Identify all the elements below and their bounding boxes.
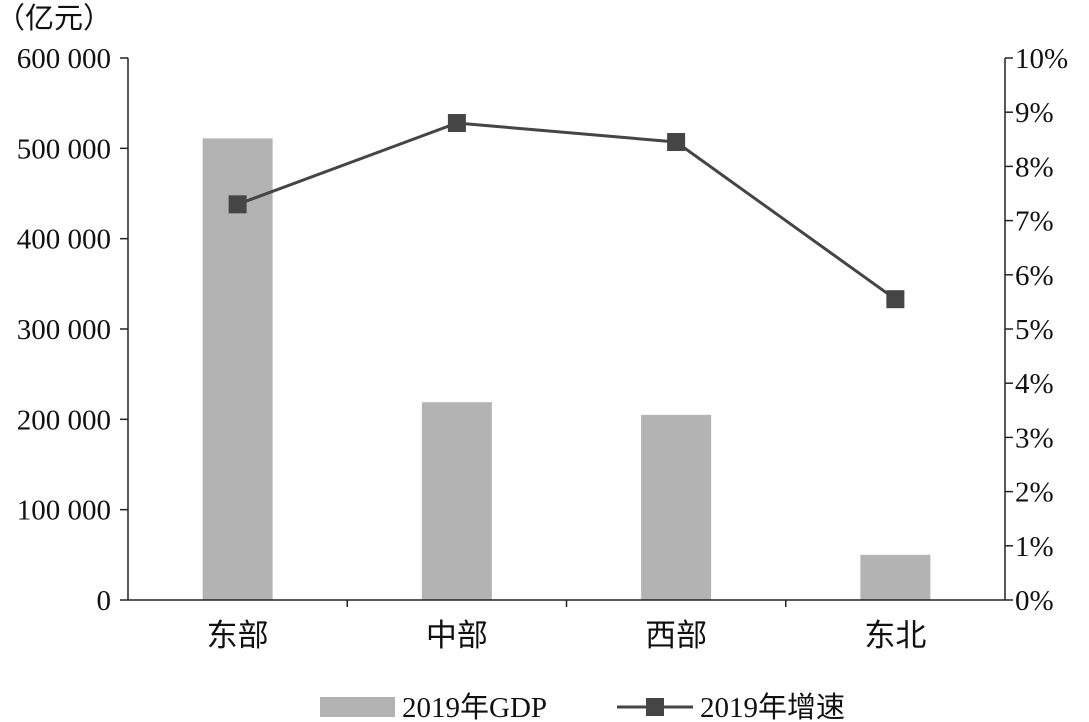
legend-swatch-growth-marker: [646, 698, 664, 716]
right-tick-label: 8%: [1015, 151, 1054, 183]
bar-series-gdp: [202, 138, 931, 600]
legend: 2019年GDP 2019年增速: [320, 691, 845, 722]
bar-东部: [202, 138, 273, 600]
growth-line: [237, 121, 897, 301]
bar-东北: [860, 554, 931, 600]
line-series-growth: [228, 114, 905, 309]
category-label: 西部: [645, 618, 707, 653]
left-tick-label: 500 000: [17, 133, 111, 165]
left-tick-label: 0: [97, 585, 112, 617]
right-tick-label: 7%: [1015, 206, 1054, 238]
growth-point-中部: [447, 114, 466, 133]
growth-point-东部: [228, 195, 247, 214]
growth-point-西部: [667, 133, 686, 152]
legend-swatch-gdp: [320, 697, 395, 717]
right-tick-label: 4%: [1015, 368, 1054, 400]
legend-label-growth: 2019年增速: [700, 691, 845, 722]
category-label: 东北: [864, 618, 926, 653]
right-tick-label: 0%: [1015, 585, 1054, 617]
growth-point-东北: [886, 290, 905, 309]
left-tick-label: 600 000: [17, 43, 111, 75]
right-tick-label: 6%: [1015, 260, 1054, 292]
right-tick-label: 9%: [1015, 97, 1054, 129]
left-tick-label: 200 000: [17, 404, 111, 436]
right-tick-label: 10%: [1015, 43, 1068, 75]
left-tick-label: 100 000: [17, 495, 111, 527]
right-axis-ticks: 0% 1% 2% 3% 4% 5% 6% 7% 8% 9% 10%: [1005, 43, 1068, 617]
left-tick-label: 400 000: [17, 224, 111, 256]
category-label: 中部: [426, 618, 488, 653]
bar-西部: [641, 414, 712, 600]
category-labels: 东部 中部 西部 东北: [207, 618, 927, 653]
left-axis-ticks: 0 100 000 200 000 300 000 400 000 500 000 600 …: [17, 43, 128, 617]
right-tick-label: 3%: [1015, 422, 1054, 454]
right-tick-label: 1%: [1015, 531, 1054, 563]
category-label: 东部: [207, 618, 269, 653]
bar-中部: [421, 402, 492, 600]
right-tick-label: 5%: [1015, 314, 1054, 346]
left-tick-label: 300 000: [17, 314, 111, 346]
right-tick-label: 2%: [1015, 477, 1054, 509]
legend-label-gdp: 2019年GDP: [402, 691, 547, 722]
left-axis-unit-label: （亿元）: [0, 2, 112, 35]
